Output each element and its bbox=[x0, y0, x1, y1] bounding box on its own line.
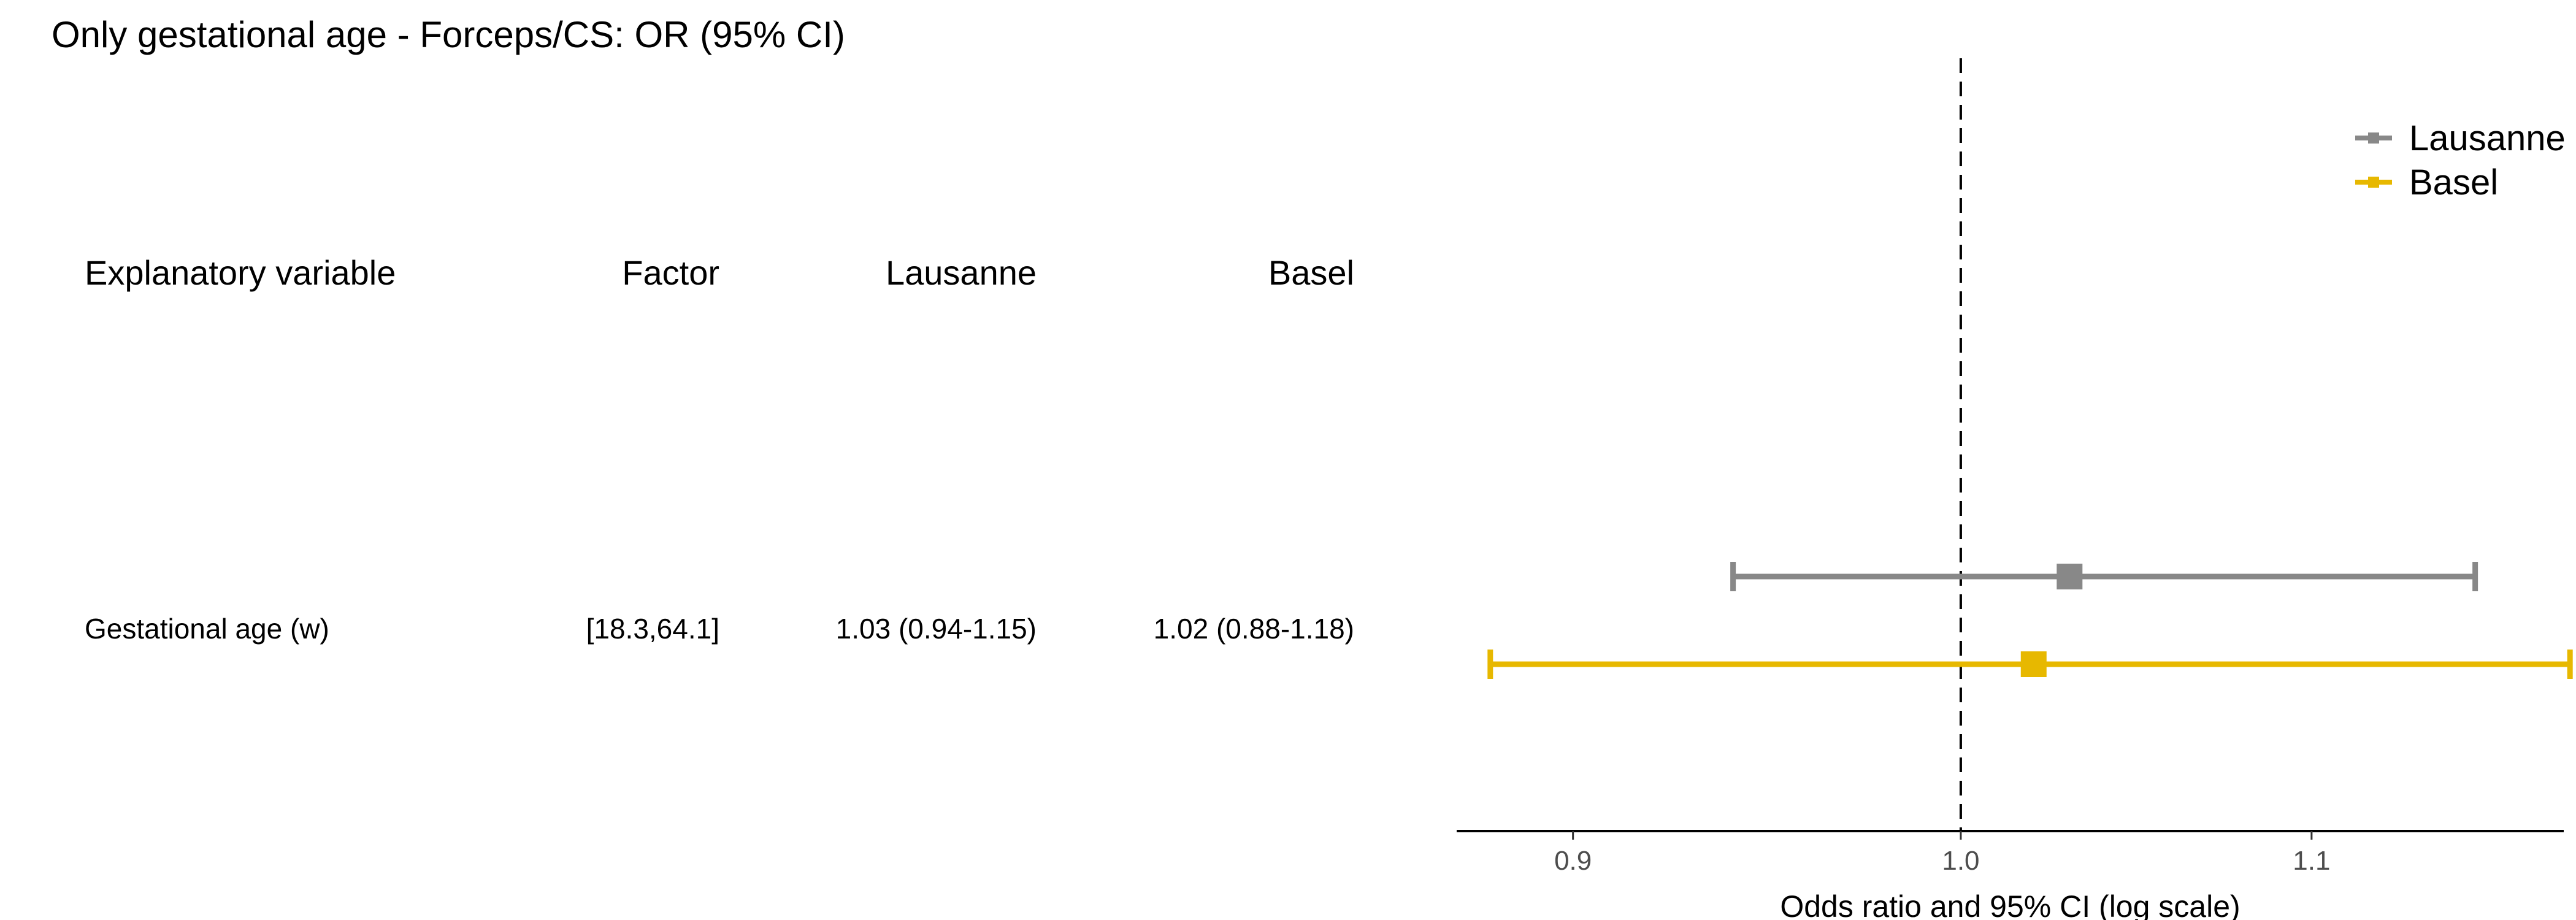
row-factor-cell: [18.3,64.1] bbox=[586, 613, 719, 645]
header-basel: Basel bbox=[1268, 253, 1354, 292]
point-estimate-basel bbox=[2020, 651, 2047, 677]
x-tick-label: 0.9 bbox=[1554, 846, 1592, 876]
legend-marker-lausanne bbox=[2368, 132, 2379, 144]
header-factor: Factor bbox=[622, 253, 719, 292]
row-lausanne-cell: 1.03 (0.94-1.15) bbox=[835, 613, 1037, 645]
header-lausanne: Lausanne bbox=[885, 253, 1037, 292]
row-basel-cell: 1.02 (0.88-1.18) bbox=[1153, 613, 1354, 645]
legend-marker-basel bbox=[2368, 177, 2379, 188]
point-estimate-lausanne bbox=[2057, 564, 2083, 589]
x-tick-label: 1.0 bbox=[1942, 846, 1979, 876]
legend-label-basel: Basel bbox=[2409, 163, 2498, 202]
page-title: Only gestational age - Forceps/CS: OR (9… bbox=[52, 14, 845, 55]
header-explanatory-variable: Explanatory variable bbox=[85, 253, 396, 292]
row-variable-cell: Gestational age (w) bbox=[85, 613, 329, 645]
x-axis-label: Odds ratio and 95% CI (log scale) bbox=[1780, 889, 2240, 920]
legend-label-lausanne: Lausanne bbox=[2409, 118, 2566, 158]
x-tick-label: 1.1 bbox=[2293, 846, 2330, 876]
